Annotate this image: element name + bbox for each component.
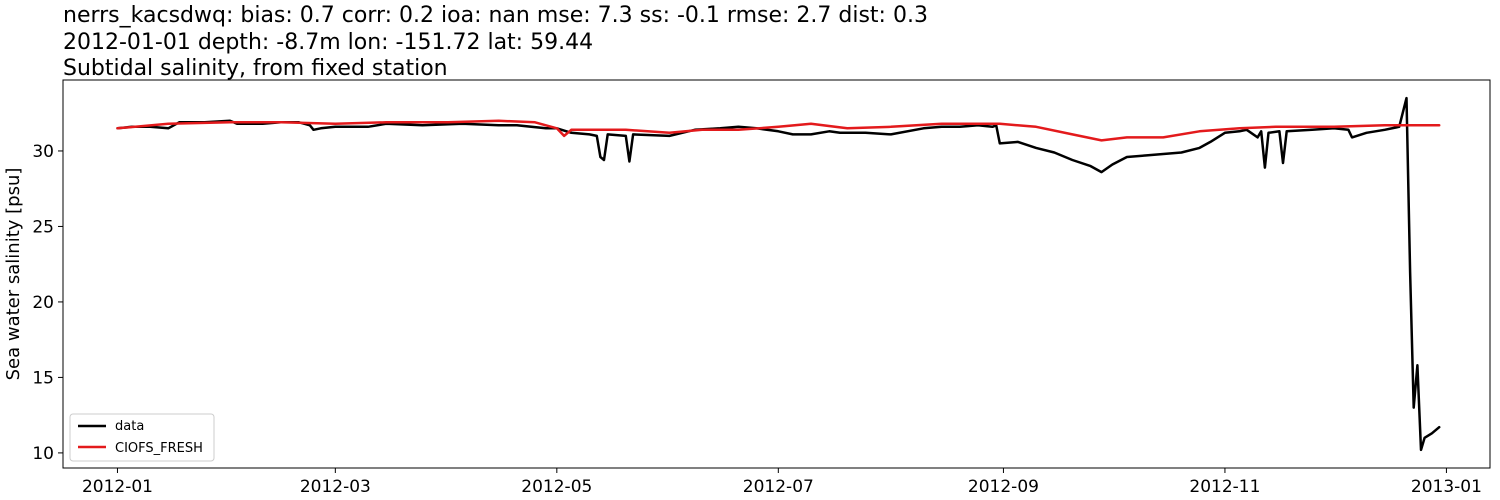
- legend-label-ciofs-fresh: CIOFS_FRESH: [115, 441, 203, 456]
- x-axis-ticks: 2012-01 2012-03 2012-05 2012-07 2012-09 2012-…: [82, 468, 1482, 497]
- legend-label-data: data: [115, 419, 144, 434]
- y-tick-label: 30: [32, 142, 54, 162]
- x-tick-label: 2012-07: [743, 477, 814, 497]
- series-line-data: [116, 96, 1441, 452]
- y-tick-label: 20: [32, 293, 54, 313]
- plot-frame: [62, 79, 1491, 469]
- x-tick-label: 2012-09: [968, 477, 1039, 497]
- x-tick-label: 2012-03: [300, 477, 371, 497]
- x-tick-label: 2012-11: [1189, 477, 1260, 497]
- y-tick-label: 25: [32, 217, 54, 237]
- chart-title-line-1: nerrs_kacsdwq: bias: 0.7 corr: 0.2 ioa: …: [63, 3, 928, 28]
- y-axis-label: Sea water salinity [psu]: [3, 168, 24, 381]
- y-tick-label: 10: [32, 444, 54, 464]
- x-tick-label: 2013-01: [1411, 477, 1482, 497]
- y-tick-label: 15: [32, 368, 54, 388]
- y-axis-ticks: 10 15 20 25 30: [32, 142, 63, 464]
- series-line-ciofs-fresh: [116, 119, 1441, 142]
- x-tick-label: 2012-01: [82, 477, 153, 497]
- legend: data CIOFS_FRESH: [69, 413, 215, 462]
- chart-title-line-3: Subtidal salinity, from fixed station: [63, 56, 448, 81]
- chart-title-line-2: 2012-01-01 depth: -8.7m lon: -151.72 lat…: [63, 30, 593, 55]
- series-layer: [116, 96, 1441, 452]
- x-tick-label: 2012-05: [521, 477, 592, 497]
- plot-area: [63, 80, 1490, 468]
